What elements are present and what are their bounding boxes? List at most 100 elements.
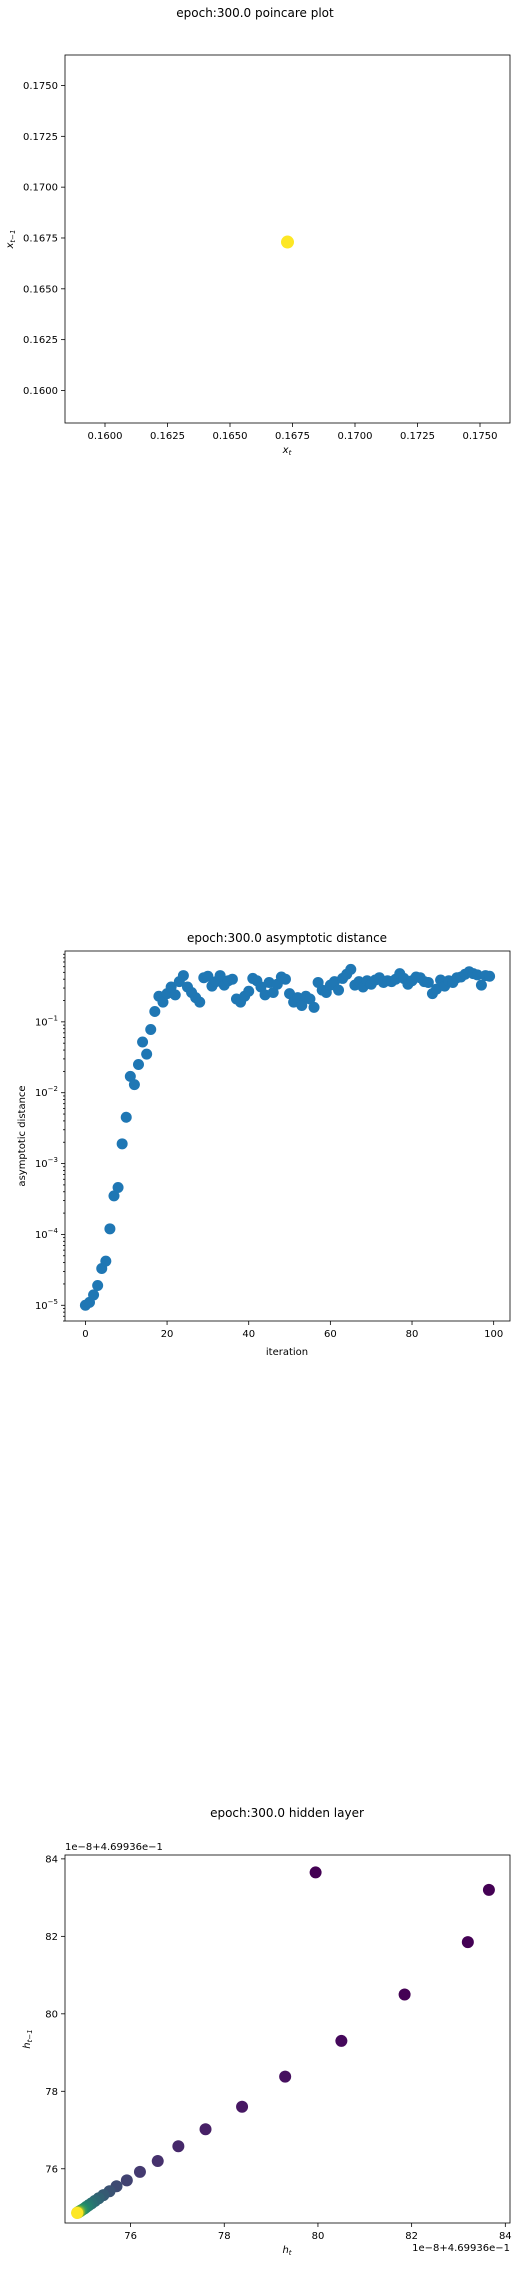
x-tick-label: 0.1750 <box>463 431 498 442</box>
y-axis-label: ht−1 <box>22 2029 34 2048</box>
scatter-point <box>333 984 345 996</box>
y-axis-label: asymptotic distance <box>17 1085 28 1186</box>
chart-title: epoch:300.0 asymptotic distance <box>187 931 387 945</box>
asymptotic-distance-chart: epoch:300.0 asymptotic distance 0 20 40 60 8… <box>17 931 511 1358</box>
x-tick-label: 80 <box>312 2231 325 2242</box>
scatter-point <box>199 2123 212 2136</box>
y-tick-label: 10−2 <box>35 1085 58 1099</box>
scatter-point <box>100 1255 112 1267</box>
scatter-point <box>279 973 291 985</box>
scatter-point <box>226 973 238 985</box>
scatter-point <box>71 2206 84 2219</box>
chart-title: epoch:300.0 hidden layer <box>210 1806 364 1820</box>
x-tick-label: 76 <box>124 2231 137 2242</box>
scatter-point <box>104 1223 116 1235</box>
scatter-point <box>484 970 496 982</box>
x-tick-label: 0.1600 <box>88 431 123 442</box>
scatter-point <box>279 2070 292 2083</box>
y-tick-label: 10−4 <box>35 1227 59 1241</box>
y-tick-label: 76 <box>45 2164 58 2175</box>
scatter-point <box>263 976 275 988</box>
scatter-point <box>243 985 255 997</box>
x-tick-label: 0.1650 <box>213 431 248 442</box>
poincare-plot-chart: epoch:300.0 poincare plot 0.1600 0.1625 0.… <box>5 6 511 457</box>
x-tick-label: 100 <box>484 1329 503 1340</box>
y-tick-label: 10−1 <box>35 1014 58 1028</box>
scatter-point <box>132 1059 144 1071</box>
scatter-point <box>172 2140 185 2153</box>
scatter-point <box>124 1070 136 1082</box>
x-tick-label: 0.1725 <box>400 431 435 442</box>
y-tick-label: 0.1750 <box>23 81 58 92</box>
scatter-point <box>214 970 226 982</box>
scatter-point <box>88 1289 100 1301</box>
scatter-point <box>475 979 487 991</box>
y-tick-label: 0.1675 <box>23 233 58 244</box>
scatter-point <box>133 2165 146 2178</box>
x-offset-label: 1e−8+4.69936e−1 <box>412 2243 510 2254</box>
scatter-point <box>236 2100 249 2113</box>
hidden-layer-chart: epoch:300.0 hidden layer 1e−8+4.69936e−1… <box>22 1806 512 2257</box>
scatter-point <box>398 1988 411 2001</box>
scatter-point <box>471 969 483 981</box>
plot-area <box>64 1854 511 2224</box>
scatter-point <box>177 970 189 982</box>
y-tick-label: 80 <box>45 2009 58 2020</box>
scatter-point <box>137 1036 149 1048</box>
scatter-point <box>145 1024 157 1036</box>
x-tick-label: 40 <box>242 1329 255 1340</box>
plot-area <box>64 54 511 424</box>
scatter-point <box>128 1079 140 1091</box>
scatter-point <box>422 976 434 988</box>
scatter-point <box>116 1138 128 1150</box>
x-tick-label: 60 <box>324 1329 337 1340</box>
scatter-point <box>169 989 181 1001</box>
x-tick-label: 82 <box>405 2231 418 2242</box>
scatter-point <box>281 235 294 249</box>
scatter-point <box>304 993 316 1005</box>
x-axis-label: iteration <box>266 1347 308 1358</box>
scatter-point <box>267 986 279 998</box>
scatter-point <box>194 996 206 1008</box>
scatter-point <box>149 1006 161 1018</box>
scatter-point <box>482 1883 495 1896</box>
scatter-point <box>157 996 169 1008</box>
x-axis-label: xt <box>282 445 292 457</box>
scatter-point <box>345 963 357 975</box>
scatter-point <box>141 1048 153 1060</box>
y-offset-label: 1e−8+4.69936e−1 <box>65 1842 163 1853</box>
x-tick-label: 0.1700 <box>338 431 373 442</box>
chart-title: epoch:300.0 poincare plot <box>176 6 334 20</box>
y-tick-label: 0.1600 <box>23 386 58 397</box>
plot-area <box>64 950 511 1322</box>
y-tick-label: 10−3 <box>35 1156 58 1170</box>
y-tick-label: 10−5 <box>35 1298 58 1312</box>
scatter-point <box>284 988 296 1000</box>
scatter-point <box>120 2174 133 2187</box>
y-tick-label: 78 <box>45 2087 58 2098</box>
y-tick-label: 0.1650 <box>23 284 58 295</box>
x-tick-label: 20 <box>161 1329 174 1340</box>
scatter-point <box>120 1111 132 1123</box>
y-tick-label: 82 <box>45 1932 58 1943</box>
scatter-point <box>309 1866 322 1879</box>
y-tick-label: 0.1700 <box>23 183 58 194</box>
y-tick-label: 0.1625 <box>23 335 58 346</box>
scatter-point <box>92 1280 104 1292</box>
scatter-point <box>202 970 214 982</box>
x-tick-label: 84 <box>499 2231 512 2242</box>
scatter-point <box>108 1190 120 1202</box>
y-axis-label: xt−1 <box>5 230 17 250</box>
scatter-point <box>308 1001 320 1013</box>
y-tick-label: 84 <box>45 1854 58 1865</box>
scatter-point <box>461 1936 474 1949</box>
scatter-point <box>296 1000 308 1012</box>
y-tick-label: 0.1725 <box>23 132 58 143</box>
x-tick-label: 0 <box>82 1329 88 1340</box>
x-tick-label: 0.1675 <box>275 431 310 442</box>
scatter-point <box>112 1181 124 1193</box>
x-axis-label: ht <box>282 2245 291 2257</box>
scatter-point <box>335 2034 348 2047</box>
x-tick-label: 80 <box>406 1329 419 1340</box>
x-tick-label: 0.1625 <box>150 431 185 442</box>
